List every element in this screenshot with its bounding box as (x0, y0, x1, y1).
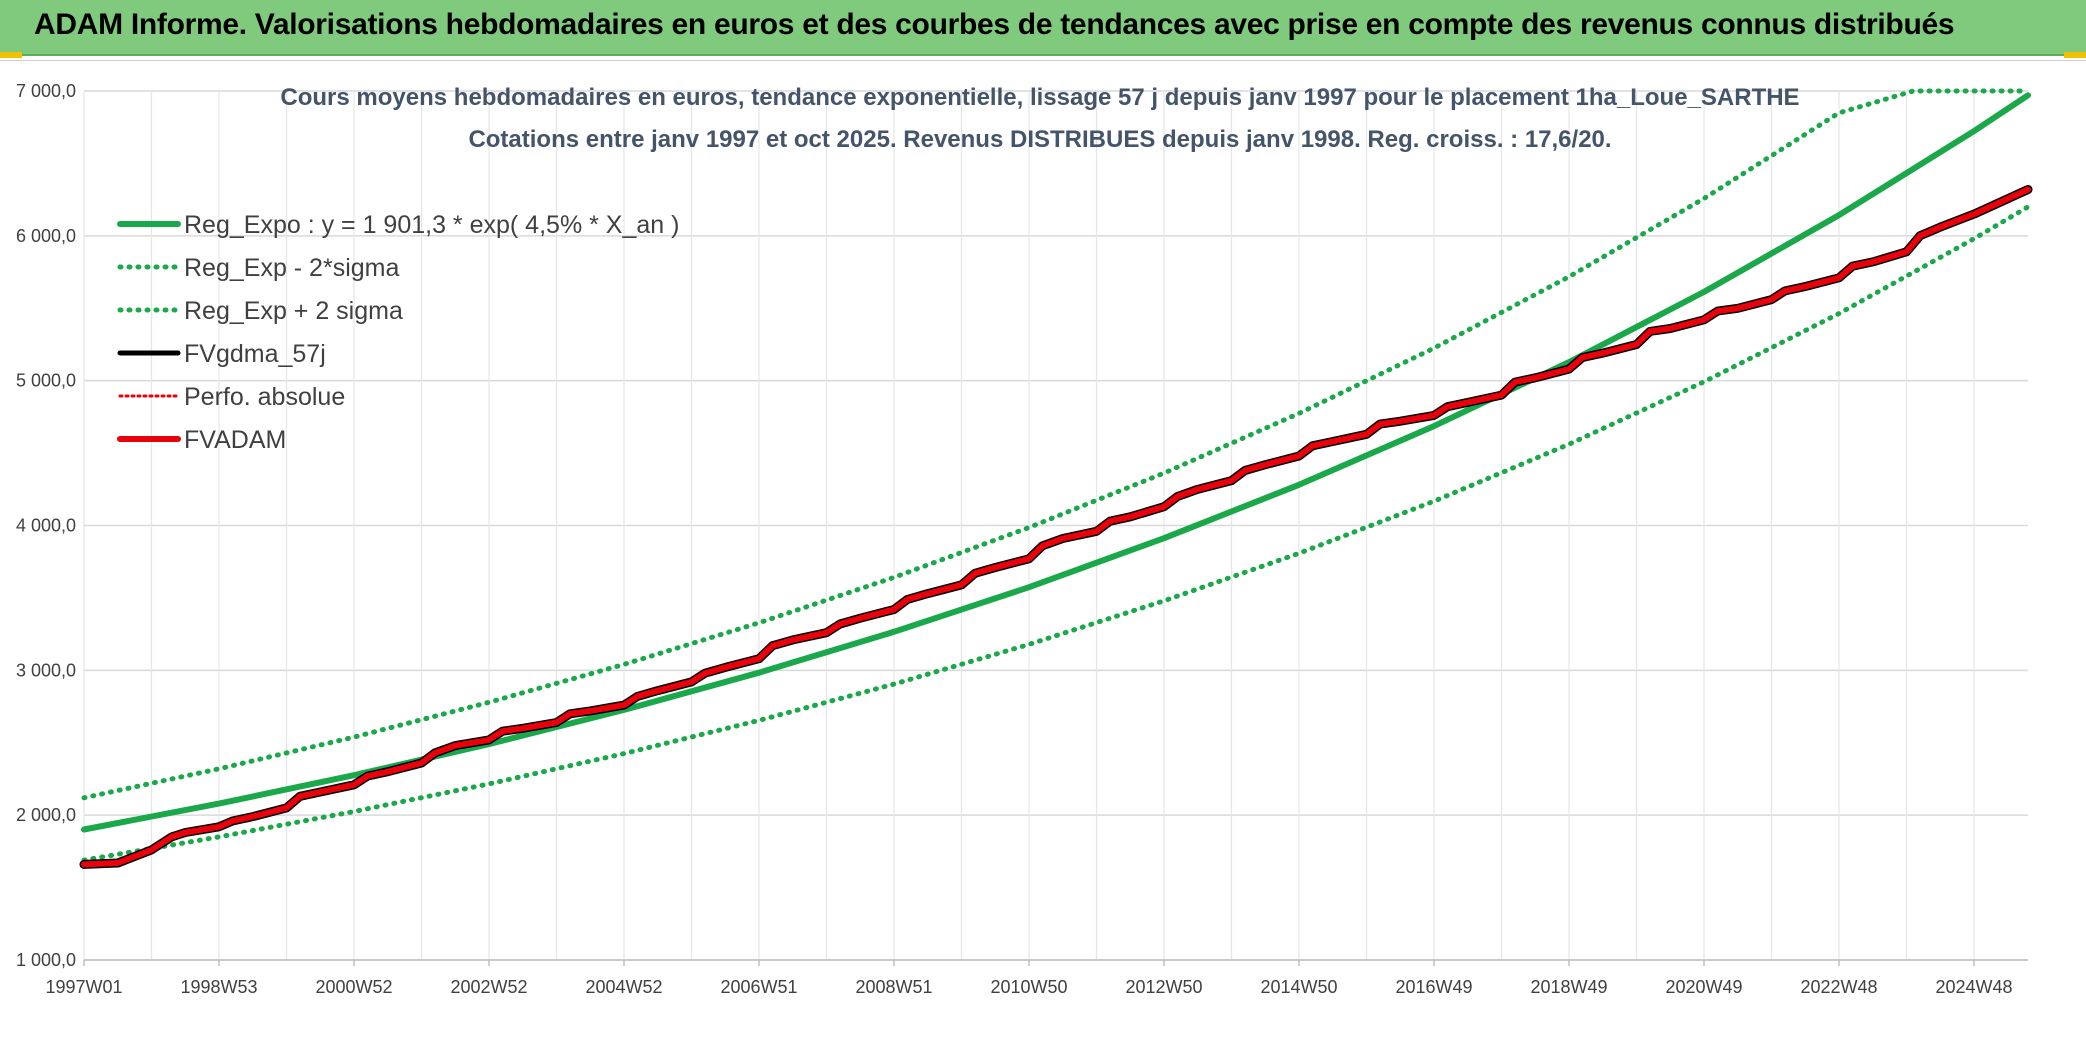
y-tick-label: 1 000,0 (16, 950, 76, 970)
series-line-3 (79, 185, 2033, 869)
legend-label: Reg_Exp + 2 sigma (184, 297, 403, 325)
x-tick-label: 2002W52 (450, 977, 527, 997)
x-tick-label: 1997W01 (45, 977, 122, 997)
y-tick-label: 6 000,0 (16, 226, 76, 246)
y-tick-label: 3 000,0 (16, 660, 76, 680)
report-title: ADAM Informe. Valorisations hebdomadaire… (34, 8, 1955, 41)
axis-layer: 1 000,0 2 000,0 3 000,0 4 000,0 5 000,0 6 000… (16, 81, 2028, 997)
series-line-0 (81, 92, 2031, 833)
x-tick-label: 2020W49 (1665, 977, 1742, 997)
x-tick-label: 2000W52 (315, 977, 392, 997)
x-tick-label: 2014W50 (1260, 977, 1337, 997)
chart-title-line-2: Cotations entre janv 1997 et oct 2025. R… (468, 126, 1611, 153)
report-banner: ADAM Informe. Valorisations hebdomadaire… (0, 0, 2086, 56)
x-tick-label: 2022W48 (1800, 977, 1877, 997)
y-tick-label: 7 000,0 (16, 81, 76, 101)
y-tick-label: 5 000,0 (16, 371, 76, 391)
chart-legend: Reg_Expo : y = 1 901,3 * exp( 4,5% * X_a… (117, 211, 679, 454)
series-line-5 (81, 186, 2031, 868)
x-tick-label: 2006W51 (720, 977, 797, 997)
series-line-1 (81, 204, 2031, 863)
grid-layer (83, 90, 2028, 961)
x-tick-label: 1998W53 (180, 977, 257, 997)
series-layer (79, 88, 2033, 869)
x-tick-label: 2004W52 (585, 977, 662, 997)
legend-label: Reg_Expo : y = 1 901,3 * exp( 4,5% * X_a… (184, 211, 679, 239)
x-tick-label: 2024W48 (1935, 977, 2012, 997)
legend-label: FVgdma_57j (184, 340, 326, 368)
chart-area: 1 000,0 2 000,0 3 000,0 4 000,0 5 000,0 6 000… (0, 60, 2086, 1037)
legend-label: Perfo. absolue (184, 383, 345, 411)
x-tick-label: 2010W50 (990, 977, 1067, 997)
legend-label: Reg_Exp - 2*sigma (184, 254, 399, 282)
chart-title-line-1: Cours moyens hebdomadaires en euros, ten… (280, 84, 1799, 111)
x-tick-label: 2012W50 (1125, 977, 1202, 997)
x-tick-label: 2018W49 (1530, 977, 1607, 997)
y-tick-label: 2 000,0 (16, 805, 76, 825)
x-tick-label: 2008W51 (855, 977, 932, 997)
corner-marker-right (2064, 52, 2086, 58)
chart-title-block: Cours moyens hebdomadaires en euros, ten… (280, 84, 1799, 153)
y-tick-label: 4 000,0 (16, 516, 76, 536)
legend-label: FVADAM (184, 426, 286, 454)
series-line-2 (81, 88, 2031, 801)
corner-marker-left (0, 52, 22, 58)
line-chart: 1 000,0 2 000,0 3 000,0 4 000,0 5 000,0 6 000… (16, 81, 2033, 997)
series-line-4 (82, 188, 2030, 866)
x-tick-label: 2016W49 (1395, 977, 1472, 997)
